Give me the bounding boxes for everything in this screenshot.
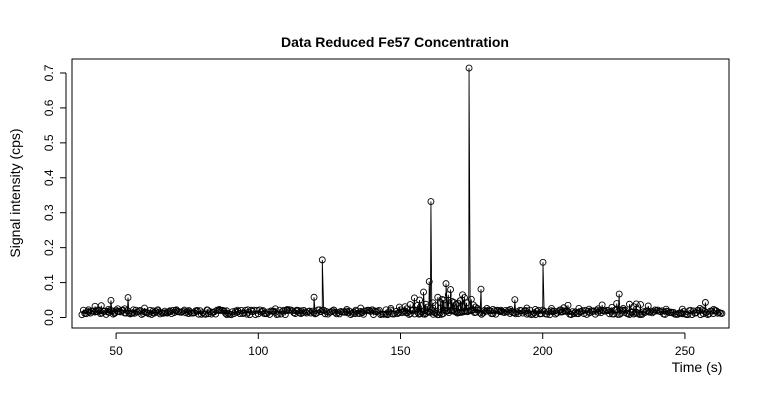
x-tick-label: 150 [390, 344, 410, 358]
plot-frame [71, 58, 730, 329]
data-point [310, 293, 318, 301]
data-point [420, 288, 427, 296]
data-point [306, 307, 313, 315]
y-tick-label: 0.1 [42, 274, 56, 291]
data-point [124, 294, 132, 302]
data-point [404, 309, 412, 317]
data-point [613, 300, 621, 307]
data-point [469, 301, 477, 309]
x-tick-label: 200 [533, 344, 553, 358]
data-point [564, 301, 572, 309]
data-point [632, 300, 640, 308]
data-layer [78, 64, 726, 319]
x-tick-label: 50 [109, 344, 123, 358]
data-point [450, 299, 458, 306]
data-point [615, 290, 623, 298]
data-point [425, 278, 433, 285]
data-point [132, 306, 140, 314]
data-point [409, 306, 417, 314]
data-point [442, 280, 450, 288]
data-point [585, 305, 593, 313]
series-line [81, 68, 722, 317]
data-point [432, 302, 439, 310]
data-point [465, 64, 473, 72]
data-point [645, 308, 653, 316]
data-point [637, 301, 644, 309]
data-point [718, 310, 726, 317]
data-point [427, 198, 435, 205]
y-tick-label: 0.4 [42, 169, 56, 186]
data-point [236, 310, 244, 318]
y-axis-label: Signal intensity (cps) [7, 128, 23, 257]
data-point [539, 258, 547, 266]
data-point [371, 307, 379, 315]
chart-title: Data Reduced Fe57 Concentration [281, 34, 509, 50]
data-point [511, 296, 519, 304]
data-point [435, 311, 443, 319]
data-point [315, 306, 323, 314]
y-tick-label: 0.3 [42, 204, 56, 221]
data-point [406, 301, 414, 309]
y-tick-label: 0.6 [42, 99, 56, 116]
data-point [223, 311, 231, 319]
data-point [440, 296, 448, 304]
data-point [283, 306, 291, 313]
data-point [107, 296, 115, 304]
x-axis: 50 100 150 200 250 [109, 332, 695, 358]
data-point [463, 299, 470, 307]
x-tick-label: 100 [248, 344, 268, 358]
y-axis: 0.0 0.1 0.2 0.3 0.4 0.5 0.6 0.7 [42, 64, 67, 326]
y-tick-label: 0.5 [42, 134, 56, 151]
y-tick-label: 0.7 [42, 64, 56, 81]
y-tick-label: 0.0 [42, 309, 56, 326]
data-point [477, 285, 485, 293]
x-tick-label: 250 [675, 344, 695, 358]
y-tick-label: 0.2 [42, 239, 56, 256]
data-point [715, 309, 723, 316]
data-point [510, 309, 518, 317]
data-point [251, 311, 259, 319]
data-point [387, 304, 395, 312]
data-point [512, 310, 520, 318]
data-point [701, 299, 709, 306]
data-point [447, 286, 455, 294]
data-point [197, 310, 205, 318]
data-point [243, 310, 251, 318]
data-point [531, 306, 539, 313]
data-point [547, 307, 555, 315]
data-point [667, 308, 675, 316]
x-axis-label: Time (s) [672, 359, 723, 375]
data-point [234, 306, 241, 314]
data-point [318, 256, 326, 264]
